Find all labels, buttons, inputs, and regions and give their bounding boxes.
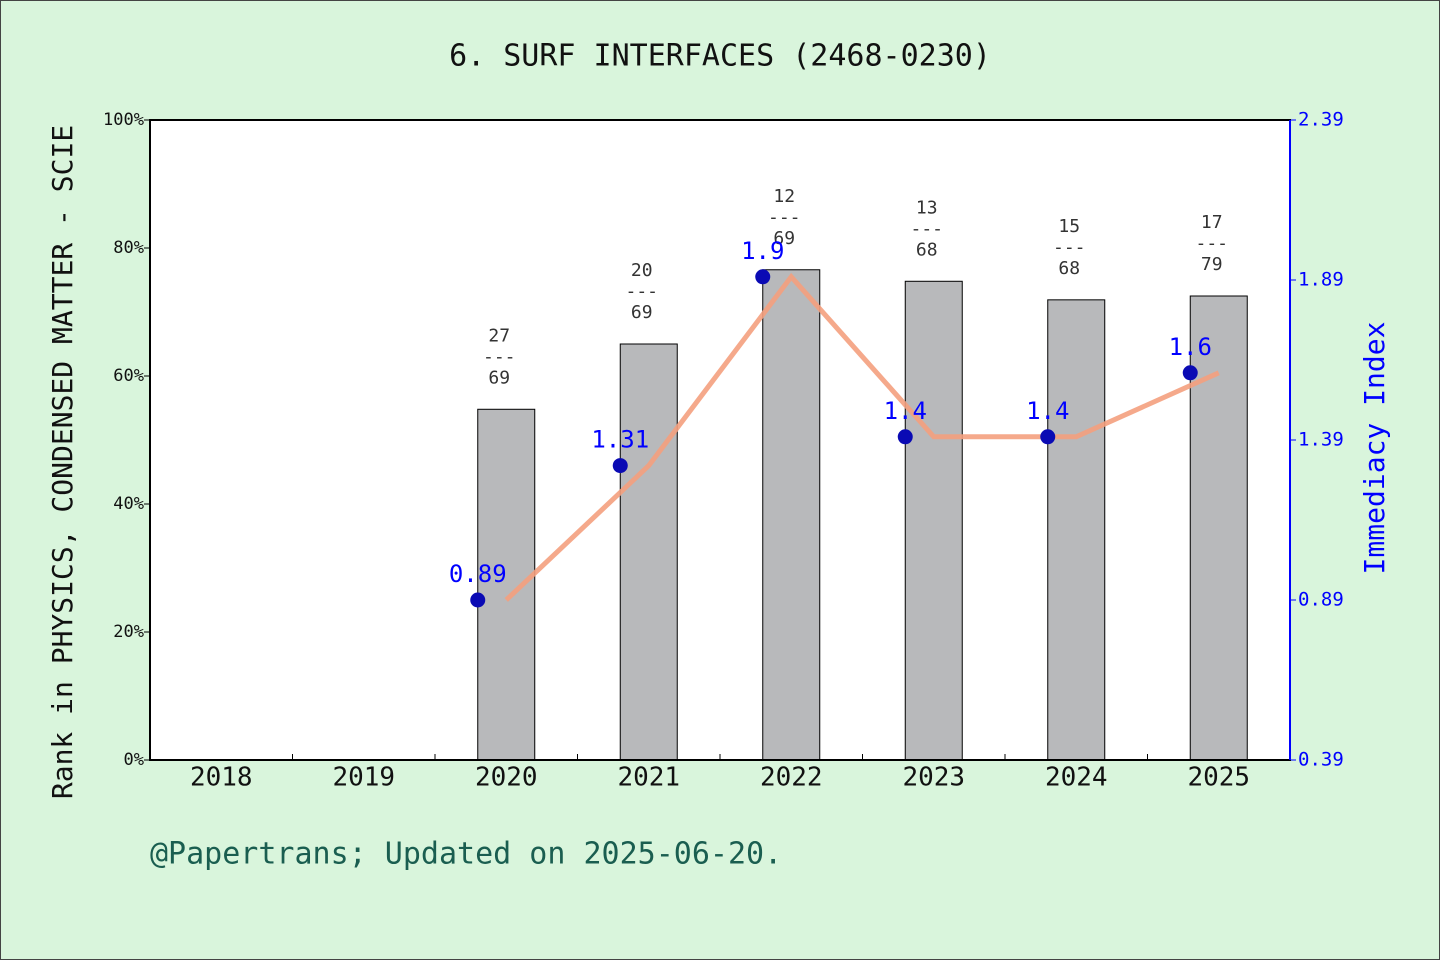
bar-label: --- [768,207,801,228]
line-point [1182,365,1198,381]
bar-label: 69 [631,302,653,323]
line-point [755,269,771,285]
line-point [897,429,913,445]
bar [762,269,821,761]
y-tick-label: 100% [103,110,144,130]
bar-label: 12 [773,186,795,207]
line-point [1040,429,1056,445]
y-tick-label: 60% [113,366,144,386]
bar-label: 20 [631,260,653,281]
bar-label: --- [625,281,658,302]
y2-tick-label: 1.39 [1298,429,1344,451]
line [504,272,1220,602]
y2-tick-label: 2.39 [1298,109,1344,131]
y2-tick-label: 0.89 [1298,589,1344,611]
y2-axis-label: Immediacy Index [1358,322,1391,575]
point-label: 1.4 [1026,397,1069,425]
y-tick-label: 0% [124,750,144,770]
x-tick-label: 2025 [1187,763,1250,793]
bar-label: 15 [1058,216,1080,237]
bar-label: 17 [1201,212,1223,233]
x-tick-label: 2021 [617,763,680,793]
point-label: 1.6 [1169,333,1212,361]
x-tick-label: 2020 [475,763,538,793]
bar-label: 69 [488,367,510,388]
point-label: 1.4 [884,397,927,425]
plot-area [150,120,1290,760]
y2-tick-label: 0.39 [1298,749,1344,771]
y-tick-label: 80% [113,238,144,258]
x-tick-label: 2024 [1045,763,1108,793]
bar [1047,299,1106,761]
bar-label: 13 [916,197,938,218]
y2-tick-label: 1.89 [1298,269,1344,291]
y-axis-label: Rank in PHYSICS, CONDENSED MATTER - SCIE [46,125,79,799]
bar-label: --- [483,346,516,367]
y-tick-label: 40% [113,494,144,514]
x-tick-label: 2019 [332,763,395,793]
point-label: 1.9 [741,237,784,265]
bar [1189,295,1248,761]
x-tick-label: 2022 [760,763,823,793]
bar-label: --- [910,218,943,239]
line-point [470,592,486,608]
point-label: 0.89 [449,560,507,588]
bar-label: 27 [488,325,510,346]
line-point [612,458,628,474]
bar [619,343,678,761]
x-tick-label: 2018 [190,763,253,793]
chart-title: 6. SURF INTERFACES (2468-0230) [449,39,991,74]
bar-label: 79 [1201,254,1223,275]
bar-label: --- [1195,233,1228,254]
x-tick-label: 2023 [902,763,965,793]
bar [904,280,963,761]
bar-label: 68 [916,239,938,260]
point-label: 1.31 [591,426,649,454]
bar-label: 69 [773,228,795,249]
footer: @Papertrans; Updated on 2025-06-20. [150,837,782,872]
bar-label: --- [1053,237,1086,258]
y-tick-label: 20% [113,622,144,642]
bar-label: 68 [1058,258,1080,279]
